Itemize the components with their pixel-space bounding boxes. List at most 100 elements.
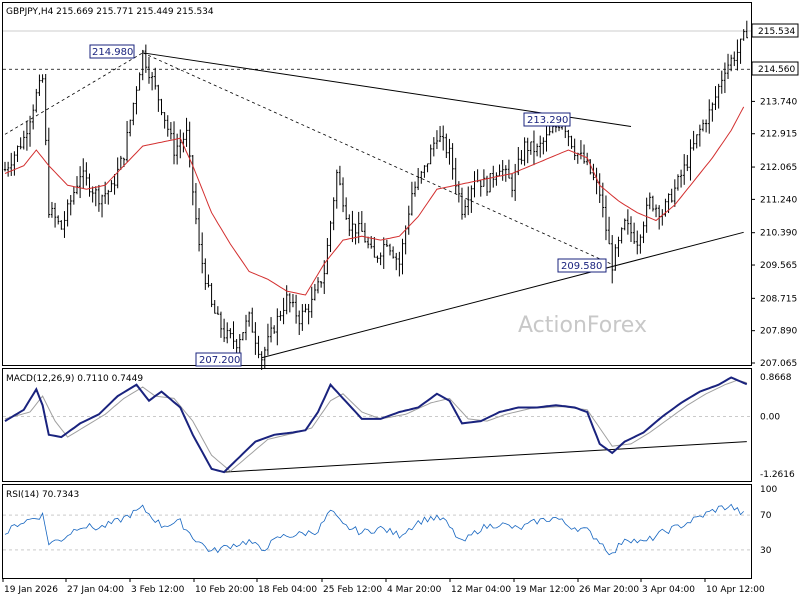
price-bar bbox=[326, 238, 329, 275]
y-tick-label: 212.915 bbox=[760, 130, 797, 140]
price-bar bbox=[373, 237, 376, 258]
price-bar bbox=[226, 322, 229, 344]
price-bar bbox=[410, 181, 414, 216]
price-bar bbox=[169, 122, 173, 140]
x-tick-label: 4 Mar 20:00 bbox=[387, 585, 442, 595]
price-bar bbox=[733, 51, 736, 67]
price-bar bbox=[366, 236, 370, 249]
price-bar bbox=[520, 150, 523, 165]
price-bar bbox=[351, 210, 354, 243]
price-bar bbox=[100, 194, 104, 218]
price-bar bbox=[82, 158, 85, 189]
price-bar bbox=[382, 237, 385, 269]
x-tick-label: 18 Feb 04:00 bbox=[258, 585, 317, 595]
price-bar bbox=[632, 222, 636, 244]
price-bar bbox=[107, 189, 110, 205]
price-bar bbox=[510, 173, 514, 198]
price-bar bbox=[492, 165, 495, 188]
annotation-low-1: 207.200 bbox=[195, 352, 242, 367]
price-bar bbox=[276, 308, 279, 346]
macd-y-label: 0.00 bbox=[760, 413, 780, 423]
price-bar bbox=[301, 304, 304, 331]
x-tick-label: 3 Feb 12:00 bbox=[131, 585, 185, 595]
price-bar bbox=[235, 338, 238, 355]
price-bar bbox=[413, 181, 417, 197]
price-bar bbox=[720, 70, 723, 94]
price-bar bbox=[589, 159, 592, 175]
annotation-high-2: 213.290 bbox=[523, 112, 571, 127]
price-bar bbox=[745, 20, 749, 39]
price-bar bbox=[495, 172, 498, 186]
price-bar bbox=[651, 195, 655, 212]
price-bar bbox=[251, 307, 254, 333]
price-bar bbox=[216, 306, 220, 315]
x-tick-label: 3 Apr 04:00 bbox=[642, 585, 695, 595]
price-bar bbox=[282, 297, 285, 325]
price-bar bbox=[636, 230, 639, 255]
price-bar bbox=[191, 154, 194, 206]
price-bar bbox=[445, 133, 448, 159]
price-bar bbox=[467, 186, 470, 216]
price-bar bbox=[31, 104, 35, 130]
price-bar bbox=[438, 125, 442, 143]
price-bar bbox=[435, 130, 439, 150]
price-bar bbox=[507, 159, 511, 179]
price-bar bbox=[147, 56, 151, 84]
price-bar bbox=[179, 129, 182, 159]
price-bar bbox=[213, 300, 216, 314]
price-bar bbox=[323, 260, 326, 295]
price-bar bbox=[542, 137, 545, 155]
price-bar bbox=[739, 38, 742, 64]
price-bar bbox=[125, 120, 129, 162]
price-bar bbox=[285, 285, 288, 315]
price-bar bbox=[354, 223, 357, 245]
price-bar bbox=[238, 334, 241, 355]
price-bar bbox=[53, 202, 57, 228]
moving-average bbox=[4, 106, 745, 296]
price-bar bbox=[395, 252, 398, 271]
price-bar bbox=[279, 310, 282, 321]
price-bar bbox=[16, 145, 19, 162]
price-bar bbox=[28, 115, 32, 147]
rsi-line bbox=[4, 503, 744, 556]
price-bar bbox=[66, 199, 69, 227]
price-bar bbox=[3, 161, 7, 172]
price-bar bbox=[144, 44, 148, 73]
x-tick-label: 10 Apr 12:00 bbox=[706, 585, 765, 595]
price-bar bbox=[532, 130, 536, 166]
price-bar bbox=[157, 84, 160, 112]
x-tick-label: 26 Mar 20:00 bbox=[579, 585, 639, 595]
price-bar bbox=[683, 154, 686, 185]
price-bar bbox=[85, 162, 88, 186]
price-bar bbox=[341, 177, 345, 213]
price-bar bbox=[219, 311, 223, 338]
price-bar bbox=[614, 244, 617, 271]
price-bar bbox=[379, 252, 382, 266]
price-bar bbox=[344, 197, 348, 220]
macd-y-label: -1.2616 bbox=[760, 470, 795, 480]
x-tick-label: 27 Jan 04:00 bbox=[67, 585, 124, 595]
x-tick-label: 12 Mar 04:00 bbox=[451, 585, 511, 595]
price-bar bbox=[679, 169, 683, 188]
price-bar bbox=[94, 186, 97, 207]
price-bar bbox=[10, 152, 13, 176]
x-axis-labels: 19 Jan 2026 27 Jan 04:00 3 Feb 12:00 10 Feb… bbox=[2, 578, 765, 595]
price-bar bbox=[313, 283, 317, 301]
price-bar bbox=[385, 239, 389, 247]
price-bar bbox=[25, 120, 29, 151]
price-bar bbox=[298, 310, 301, 336]
price-bar bbox=[639, 234, 642, 254]
price-bar bbox=[545, 123, 548, 152]
price-bar bbox=[166, 115, 169, 137]
price-bar bbox=[432, 137, 436, 157]
price-bar bbox=[701, 119, 705, 132]
price-bar bbox=[401, 238, 404, 275]
price-bar bbox=[200, 232, 204, 274]
price-bar bbox=[154, 67, 157, 90]
price-bar bbox=[711, 102, 714, 122]
price-bar bbox=[626, 209, 630, 235]
price-bar bbox=[263, 346, 266, 369]
price-bar bbox=[442, 125, 445, 151]
price-bar bbox=[113, 174, 116, 195]
price-bar bbox=[97, 184, 101, 212]
